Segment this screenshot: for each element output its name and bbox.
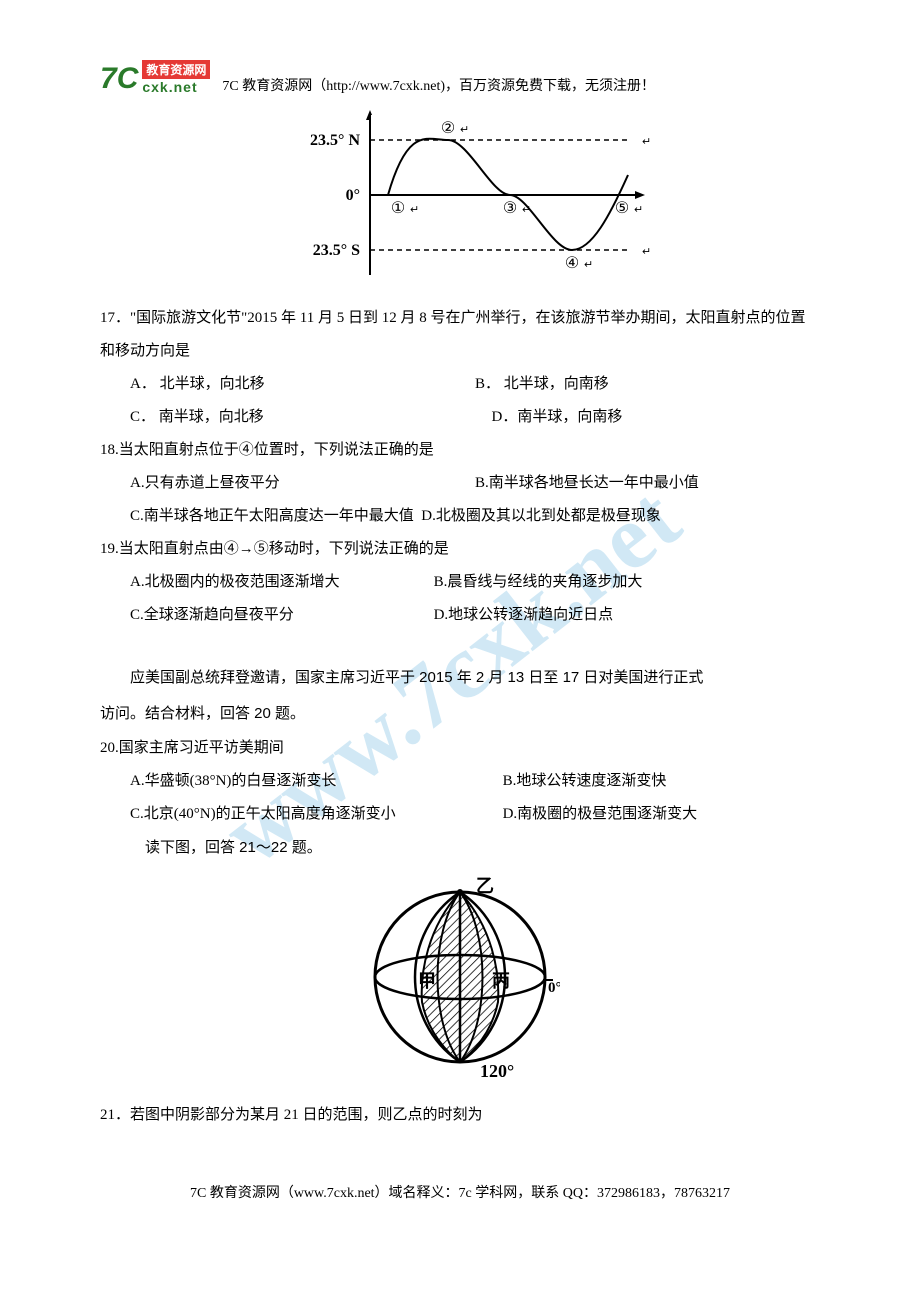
q17-stem: 17．"国际旅游文化节"2015 年 11 月 5 日到 12 月 8 号在广州… [100, 302, 820, 368]
q21-stem: 21．若图中阴影部分为某月 21 日的范围，则乙点的时刻为 [100, 1099, 820, 1132]
q20-c: C.北京(40°N)的正午太阳高度角逐渐变小 [130, 798, 503, 831]
q18-d: D.北极圈及其以北到处都是极昼现象 [421, 508, 661, 524]
q18-c: C.南半球各地正午太阳高度达一年中最大值 [130, 508, 414, 524]
svg-text:0°: 0° [548, 980, 560, 996]
svg-text:23.5° N: 23.5° N [310, 132, 360, 149]
context21: 读下图，回答 21～22 题。 [100, 831, 820, 864]
svg-text:②: ② [441, 120, 455, 137]
q18-b: B.南半球各地昼长达一年中最小值 [475, 467, 820, 500]
q20-b: B.地球公转速度逐渐变快 [503, 765, 820, 798]
svg-text:↵: ↵ [634, 204, 643, 216]
q18-options: A.只有赤道上昼夜平分 B.南半球各地昼长达一年中最小值 C.南半球各地正午太阳… [100, 467, 820, 533]
logo-c: C [117, 62, 139, 95]
site-logo: 7C 教育资源网 cxk.net [100, 60, 210, 97]
q17-d: D．南半球，向南移 [459, 401, 821, 434]
svg-text:③: ③ [503, 200, 517, 217]
q20-d: D.南极圈的极昼范围逐渐变大 [503, 798, 820, 831]
q18-a: A.只有赤道上昼夜平分 [130, 467, 475, 500]
q19-a: A.北极圈内的极夜范围逐渐增大 [130, 566, 434, 599]
svg-text:④: ④ [565, 255, 579, 272]
svg-text:①: ① [391, 200, 405, 217]
page-footer: 7C 教育资源网（www.7cxk.net）域名释义：7c 学科网，联系 QQ：… [100, 1182, 820, 1202]
q17-a: A． 北半球，向北移 [130, 368, 475, 401]
svg-text:乙: 乙 [476, 876, 494, 896]
svg-text:↵: ↵ [410, 204, 419, 216]
q19-stem: 19.当太阳直射点由④→⑤移动时，下列说法正确的是 [100, 533, 820, 566]
q18-stem: 18.当太阳直射点位于④位置时，下列说法正确的是 [100, 434, 820, 467]
header-text: 7C 教育资源网（http://www.7cxk.net)，百万资源免费下载，无… [222, 75, 655, 97]
q19-b: B.晨昏线与经线的夹角逐步加大 [434, 566, 820, 599]
svg-text:23.5° S: 23.5° S [313, 242, 360, 259]
svg-text:⑤: ⑤ [615, 200, 629, 217]
globe-figure: 乙 甲 丙 0° 120° [100, 872, 820, 1087]
logo-7: 7 [100, 62, 117, 95]
q20-a: A.华盛顿(38°N)的白昼逐渐变长 [130, 765, 503, 798]
svg-text:丙: 丙 [492, 971, 510, 991]
q17-options: A． 北半球，向北移 B． 北半球，向南移 C． 南半球，向北移 D．南半球，向… [100, 368, 820, 434]
q17-c: C． 南半球，向北移 [130, 401, 459, 434]
logo-cn-text: 教育资源网 [142, 60, 210, 79]
q20-stem: 20.国家主席习近平访美期间 [100, 732, 820, 765]
svg-text:120°: 120° [480, 1061, 514, 1081]
q19-options: A.北极圈内的极夜范围逐渐增大 B.晨昏线与经线的夹角逐步加大 C.全球逐渐趋向… [100, 566, 820, 632]
context20-line1: 应美国副总统拜登邀请，国家主席习近平于 2015 年 2 月 13 日至 17 … [100, 660, 820, 696]
q17-b: B． 北半球，向南移 [475, 368, 820, 401]
subsolar-chart: 23.5° N 0° 23.5° S [100, 105, 820, 290]
svg-text:↵: ↵ [522, 204, 531, 216]
svg-text:0°: 0° [346, 187, 360, 204]
q19-c: C.全球逐渐趋向昼夜平分 [130, 599, 434, 632]
logo-domain: cxk.net [142, 79, 197, 95]
page-header: 7C 教育资源网 cxk.net 7C 教育资源网（http://www.7cx… [100, 60, 820, 97]
q20-options: A.华盛顿(38°N)的白昼逐渐变长 B.地球公转速度逐渐变快 C.北京(40°… [100, 765, 820, 831]
svg-text:甲: 甲 [418, 971, 436, 991]
svg-text:↵: ↵ [460, 124, 469, 136]
q19-d: D.地球公转逐渐趋向近日点 [434, 599, 820, 632]
svg-text:↵: ↵ [642, 136, 650, 148]
svg-text:↵: ↵ [584, 259, 593, 271]
context20-line2: 访问。结合材料，回答 20 题。 [100, 696, 820, 732]
svg-text:↵: ↵ [642, 246, 650, 258]
